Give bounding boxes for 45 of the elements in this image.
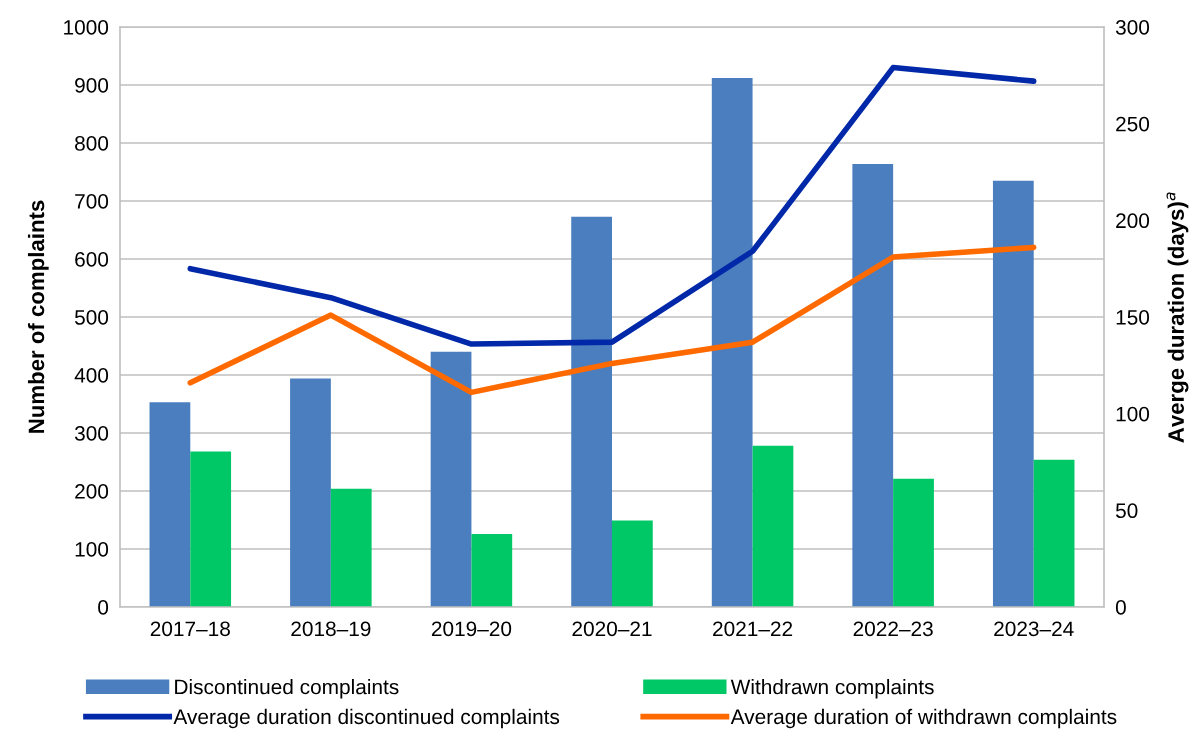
x-tick-label: 2018–19	[291, 621, 371, 637]
y-tick-label: 900	[75, 78, 109, 93]
y2-tick-label: 150	[1116, 310, 1150, 325]
legend-label: Average duration discontinued complaints	[173, 708, 560, 729]
y2-tick-label: 50	[1115, 503, 1138, 519]
bar	[290, 378, 331, 607]
y-tick-label: 1000	[64, 20, 109, 35]
y-tick-label: 600	[75, 252, 109, 267]
bar	[471, 533, 513, 607]
y2-tick-label: 300	[1115, 20, 1150, 35]
x-tick-label: 2022–23	[853, 621, 933, 637]
x-tick-label: 2023–24	[994, 621, 1074, 637]
y-tick-label: 500	[74, 310, 109, 325]
y-axis-title: Number of complaints	[27, 200, 49, 433]
y-tick-label: 100	[75, 542, 109, 557]
y2-tick-label: 0	[1115, 600, 1126, 615]
y-tick-label: 400	[74, 368, 109, 383]
y2-tick-label: 250	[1116, 116, 1150, 132]
x-tick-label: 2019–20	[431, 621, 512, 637]
bar	[612, 520, 653, 607]
bar	[893, 478, 934, 607]
y2-tick-label: 200	[1116, 213, 1150, 229]
bar	[1033, 459, 1075, 607]
bar	[330, 488, 372, 607]
bar	[852, 163, 894, 607]
y-tick-label: 800	[75, 136, 109, 151]
bar	[571, 216, 612, 607]
legend-label: Discontinued complaints	[175, 678, 399, 699]
x-tick-label: 2020–21	[572, 621, 652, 637]
bar	[711, 78, 753, 607]
y-tick-label: 700	[75, 194, 109, 209]
y-tick-label: 200	[75, 484, 109, 499]
legend-label: Withdrawn complaints	[730, 678, 934, 699]
y-tick-label: 0	[98, 600, 109, 615]
x-tick-label: 2021–22	[713, 621, 793, 637]
bar	[190, 451, 232, 607]
bar	[430, 351, 472, 607]
bar	[992, 180, 1034, 607]
bar	[149, 402, 191, 607]
x-tick-label: 2017–18	[150, 621, 230, 637]
y2-axis-title: Averge duration (days)$^{a}$	[1166, 192, 1189, 443]
y2-tick-label: 100	[1116, 406, 1150, 422]
bar	[752, 445, 794, 607]
y-tick-label: 300	[74, 426, 109, 441]
legend-label: Average duration of withdrawn complaints	[730, 708, 1117, 729]
